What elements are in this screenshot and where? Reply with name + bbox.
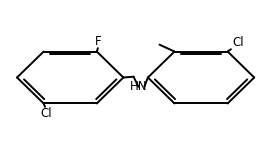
Text: HN: HN: [130, 80, 147, 93]
Text: F: F: [95, 35, 101, 48]
Text: Cl: Cl: [41, 107, 52, 120]
Text: Cl: Cl: [233, 36, 244, 49]
